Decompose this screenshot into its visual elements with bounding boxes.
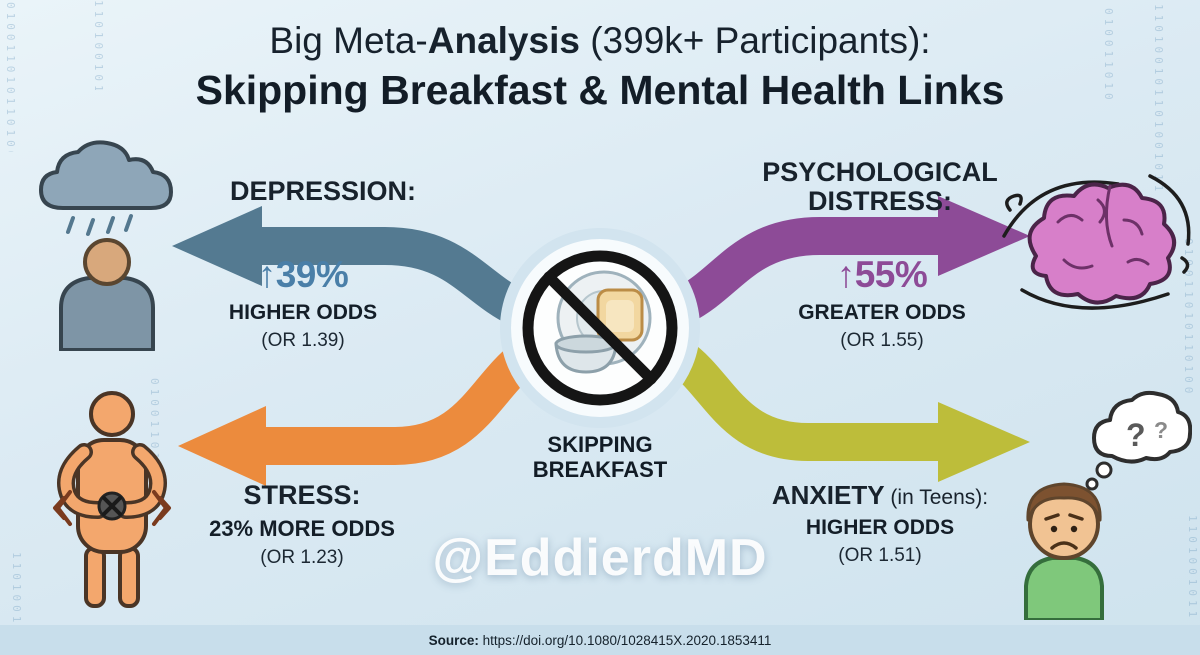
anxiety-label-qualifier: (in Teens): — [884, 486, 989, 509]
distress-stat: ↑55% — [836, 254, 928, 295]
depression-label: DEPRESSION: — [230, 176, 417, 206]
center-label: SKIPPING BREAKFAST — [505, 432, 695, 483]
depression-stat: ↑39% — [257, 254, 349, 295]
pain-marks — [53, 490, 171, 526]
title-line1-post: (399k+ Participants): — [579, 20, 931, 61]
anxiety-label: ANXIETY (in Teens): — [755, 480, 1005, 511]
no-breakfast-icon — [500, 228, 700, 428]
sad-person — [59, 238, 155, 351]
rain-cloud-sad-person-icon — [39, 140, 173, 351]
title-line1-pre: Big Meta- — [269, 20, 428, 61]
center-label-line1: SKIPPING — [547, 432, 653, 457]
anxiety-odds: HIGHER ODDS — [805, 516, 955, 539]
question-mark-icon: ? — [1126, 417, 1146, 453]
bread-slice — [596, 288, 644, 342]
question-mark-icon: ? — [1154, 417, 1168, 443]
brain-folds — [1056, 184, 1150, 270]
stress-odds: 23% MORE ODDS — [209, 516, 395, 541]
prohibition-slash — [543, 271, 657, 385]
source-label: Source: — [428, 632, 479, 648]
source-bar: Source: https://doi.org/10.1080/1028415X… — [0, 625, 1200, 655]
motion-swirls — [1002, 174, 1191, 310]
thought-bubble: ? ? — [1085, 390, 1192, 491]
worried-teen — [1024, 482, 1104, 620]
distress-stats: ↑55% GREATER ODDS (OR 1.55) — [782, 254, 982, 352]
brain-body — [1027, 182, 1176, 305]
rain-cloud — [39, 140, 173, 236]
worried-face — [1044, 513, 1084, 550]
depression-odds-ratio: (OR 1.39) — [261, 330, 345, 351]
dizzy-brain-icon — [1002, 174, 1191, 310]
distress-label-line1: PSYCHOLOGICAL — [762, 157, 998, 187]
distress-label-line2: DISTRESS: — [807, 186, 953, 217]
title-line1-bold: Analysis — [427, 20, 580, 61]
anxiety-odds-ratio: (OR 1.51) — [838, 545, 922, 566]
title-block: Big Meta-Analysis (399k+ Participants): … — [0, 20, 1200, 114]
stress-person — [53, 391, 171, 608]
rain-drops — [66, 214, 133, 236]
depression-odds: HIGHER ODDS — [228, 301, 378, 324]
stress-odds-ratio: (OR 1.23) — [260, 547, 344, 568]
stress-stats: STRESS: 23% MORE ODDS (OR 1.23) — [202, 480, 402, 569]
depression-stats: ↑39% HIGHER ODDS (OR 1.39) — [203, 254, 403, 352]
worried-teen-thought-bubble-icon: ? ? — [1024, 390, 1192, 620]
stomach-ache-person-icon — [53, 391, 171, 608]
distress-label: PSYCHOLOGICAL DISTRESS: — [760, 157, 1000, 217]
stress-label: STRESS: — [243, 480, 361, 510]
title-line1: Big Meta-Analysis (399k+ Participants): — [0, 20, 1200, 63]
source-url: https://doi.org/10.1080/1028415X.2020.18… — [478, 632, 772, 648]
title-line2: Skipping Breakfast & Mental Health Links — [195, 66, 1005, 113]
distress-odds-ratio: (OR 1.55) — [840, 330, 924, 351]
center-label-line2: BREAKFAST — [532, 457, 668, 483]
anxiety-stats: ANXIETY (in Teens): HIGHER ODDS (OR 1.51… — [755, 480, 1005, 567]
distress-odds: GREATER ODDS — [798, 301, 966, 324]
anxiety-label-bold: ANXIETY — [771, 480, 885, 510]
knot-x — [102, 496, 122, 516]
prohibition-ring — [522, 250, 678, 406]
